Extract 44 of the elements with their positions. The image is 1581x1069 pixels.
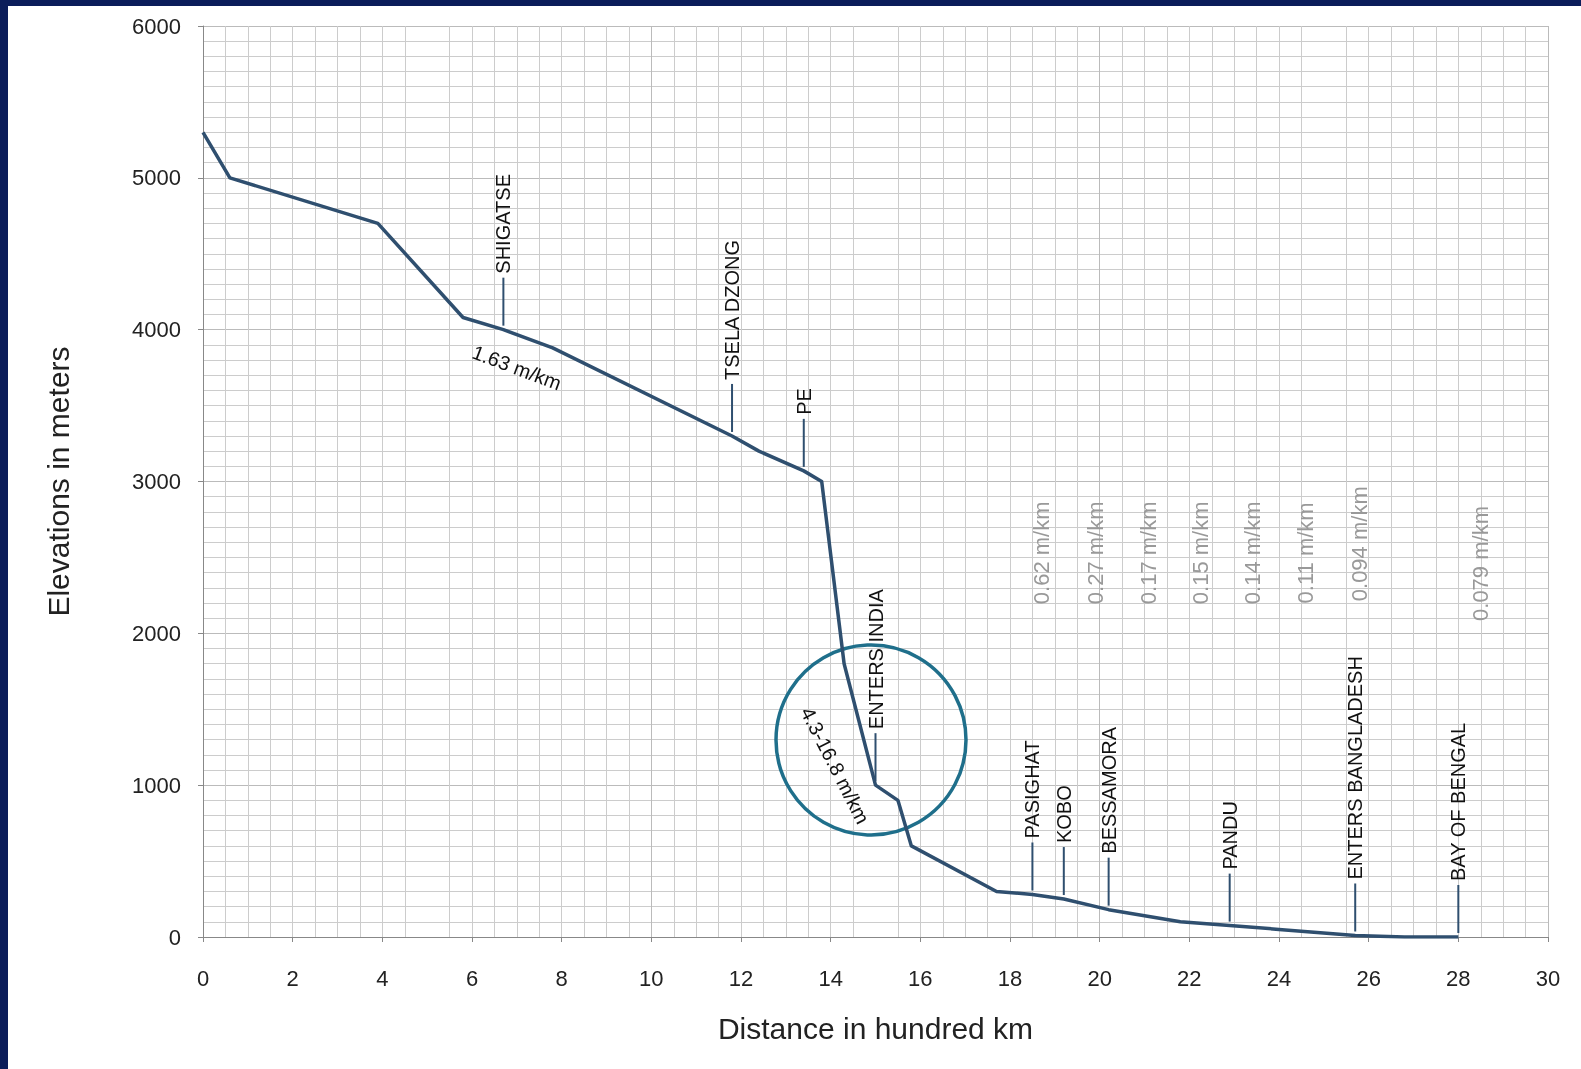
x-tick-label: 18 — [997, 965, 1023, 991]
annotation: 0.17 m/km — [1136, 501, 1162, 605]
x-tick-label: 6 — [465, 965, 479, 991]
annotation: 0.11 m/km — [1293, 502, 1319, 604]
annotation: 0.15 m/km — [1188, 501, 1214, 605]
x-tick-label: 12 — [728, 965, 754, 991]
x-tick-label: 24 — [1266, 965, 1292, 991]
x-tick-label: 30 — [1535, 965, 1561, 991]
annotation: PANDU — [1218, 801, 1241, 870]
y-tick-label: 6000 — [132, 13, 181, 39]
annotation: 0.079 m/km — [1468, 506, 1494, 621]
annotation: KOBO — [1052, 785, 1075, 844]
annotation: BESSAMORA — [1097, 726, 1120, 854]
x-axis-title: Distance in hundred km — [717, 1011, 1034, 1045]
annotation: 1.63 m/km — [469, 340, 565, 395]
x-tick-label: 20 — [1087, 965, 1112, 991]
annotation: PASIGHAT — [1021, 740, 1044, 839]
annotation: ENTERS INDIA — [864, 588, 887, 730]
x-tick-label: 2 — [286, 965, 299, 991]
y-tick-label: 0 — [168, 924, 181, 950]
annotation: PE — [792, 388, 815, 415]
annotation: 0.27 m/km — [1082, 501, 1108, 605]
y-axis-title: Elevations in meters — [41, 346, 75, 617]
x-tick-label: 0 — [196, 965, 210, 991]
y-tick-label: 1000 — [132, 772, 181, 798]
x-tick-label: 14 — [818, 965, 843, 991]
y-tick-label: 3000 — [132, 469, 181, 494]
x-tick-label: 28 — [1446, 965, 1471, 991]
x-tick-label: 26 — [1356, 965, 1381, 991]
x-tick-label: 22 — [1177, 965, 1202, 991]
annotation: SHIGATSE — [492, 174, 515, 274]
x-tick-label: 4 — [376, 965, 389, 991]
annotation: ENTERS BANGLADESH — [1344, 656, 1367, 880]
y-tick-label: 4000 — [132, 317, 181, 343]
annotation: BAY OF BENGAL — [1447, 722, 1470, 881]
annotation: 0.14 m/km — [1239, 501, 1265, 605]
x-tick-label: 8 — [555, 965, 568, 991]
y-tick-label: 2000 — [132, 620, 181, 646]
x-tick-label: 16 — [908, 965, 933, 991]
annotation: 0.62 m/km — [1028, 501, 1054, 605]
y-tick-label: 5000 — [132, 165, 181, 191]
x-tick-label: 10 — [639, 965, 664, 991]
annotation: TSELA DZONG — [721, 239, 744, 380]
annotation: 0.094 m/km — [1347, 486, 1373, 602]
